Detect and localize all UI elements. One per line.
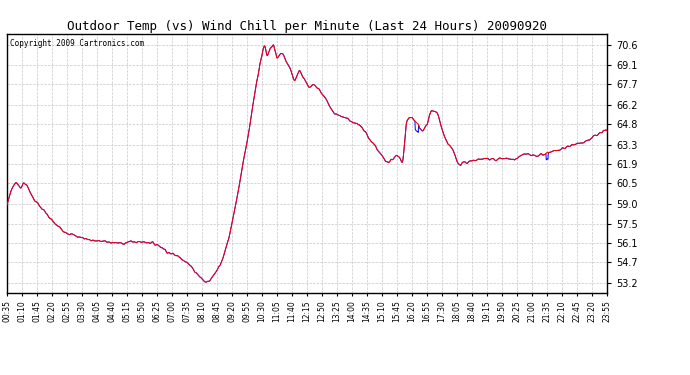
- Text: Copyright 2009 Cartronics.com: Copyright 2009 Cartronics.com: [10, 39, 144, 48]
- Title: Outdoor Temp (vs) Wind Chill per Minute (Last 24 Hours) 20090920: Outdoor Temp (vs) Wind Chill per Minute …: [67, 20, 547, 33]
